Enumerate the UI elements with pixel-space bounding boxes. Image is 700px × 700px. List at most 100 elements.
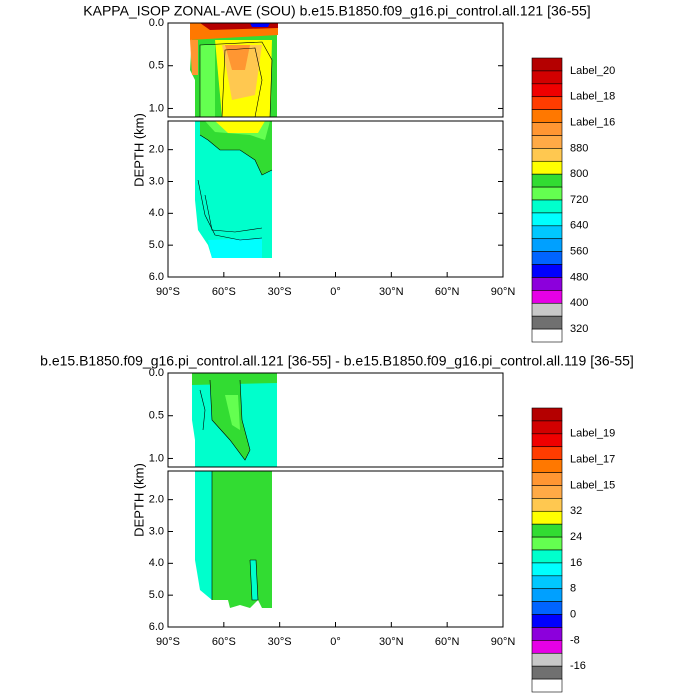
colorbar-box [531, 652, 563, 667]
colorbar-label: 560 [570, 246, 588, 258]
colorbar-box [531, 186, 563, 201]
colorbar-box [531, 160, 563, 175]
y-tick-label: 4.0 [149, 557, 164, 569]
colorbar-box [531, 472, 563, 486]
colorbar-label: -8 [570, 634, 580, 646]
x-tick-label: 90°N [491, 286, 516, 298]
colorbar-box [531, 173, 563, 188]
colorbar-box [531, 135, 563, 149]
colorbar-box [531, 83, 563, 98]
colorbar-box [531, 264, 563, 278]
colorbar-box [531, 328, 563, 343]
colorbar-box [531, 302, 563, 317]
y-tick-label: 2.0 [149, 494, 164, 506]
colorbar-box [531, 536, 563, 551]
colorbar-box [531, 485, 563, 499]
y-tick-label: 2.0 [149, 144, 164, 156]
x-tick-label: 60°S [212, 286, 236, 298]
colorbar-box [531, 665, 563, 680]
colorbar-box [531, 212, 563, 227]
colorbar-box [531, 678, 563, 693]
colorbar-box [531, 251, 563, 265]
x-tick-label: 90°S [156, 286, 180, 298]
y-tick-label: 6.0 [149, 271, 164, 283]
y-axis-title: DEPTH (km) [131, 113, 146, 187]
colorbar-label: 640 [570, 220, 588, 232]
x-tick-label: 60°N [435, 286, 460, 298]
colorbar-label: 320 [570, 323, 588, 335]
colorbar-box [531, 290, 563, 304]
colorbar-box [531, 277, 563, 291]
colorbar-box [531, 588, 563, 602]
y-tick-label: 5.0 [149, 239, 164, 251]
x-tick-label: 90°S [156, 636, 180, 648]
x-tick-label: 30°S [268, 636, 292, 648]
colorbar-box [531, 57, 563, 72]
colorbar-box [531, 446, 563, 460]
x-tick-label: 30°S [268, 286, 292, 298]
colorbar-box [531, 122, 563, 136]
colorbar-box [531, 510, 563, 525]
colorbar-box [531, 627, 563, 641]
colorbar-box [531, 225, 563, 240]
colorbar-box [531, 70, 563, 85]
colorbar-label: -16 [570, 660, 586, 672]
x-tick-label: 30°N [379, 636, 404, 648]
colorbar-label: 32 [570, 505, 582, 517]
colorbar-box [531, 523, 563, 538]
colorbar-box [531, 614, 563, 628]
y-axis-title: DEPTH (km) [131, 463, 146, 537]
y-tick-label: 3.0 [149, 525, 164, 537]
colorbar-label: Label_18 [570, 91, 615, 103]
y-tick-label: 4.0 [149, 207, 164, 219]
y-tick-label: 1.0 [149, 102, 164, 114]
x-tick-label: 90°N [491, 636, 516, 648]
contour-field [190, 23, 278, 258]
colorbar-label: Label_15 [570, 479, 615, 491]
x-tick-label: 60°S [212, 636, 236, 648]
colorbar-box [531, 433, 563, 448]
chart-title: b.e15.B1850.f09_g16.pi_control.all.121 [… [40, 353, 634, 369]
colorbar-label: Label_17 [570, 454, 615, 466]
colorbar-label: 880 [570, 142, 588, 154]
x-tick-label: 0° [330, 636, 341, 648]
colorbar-box [531, 315, 563, 330]
colorbar-box [531, 459, 563, 473]
x-tick-label: 30°N [379, 286, 404, 298]
colorbar-label: 400 [570, 297, 588, 309]
y-tick-label: 0.5 [149, 60, 164, 72]
panel-frame [167, 22, 504, 118]
y-tick-label: 0.0 [149, 17, 164, 29]
colorbar-box [531, 601, 563, 615]
colorbar-box [531, 640, 563, 654]
colorbar-label: Label_16 [570, 116, 615, 128]
colorbar-label: Label_19 [570, 428, 615, 440]
colorbar-label: 720 [570, 194, 588, 206]
colorbar-label: 480 [570, 271, 588, 283]
chart-title: KAPPA_ISOP ZONAL-AVE (SOU) b.e15.B1850.f… [83, 3, 590, 19]
x-tick-label: 60°N [435, 636, 460, 648]
colorbar-label: 800 [570, 168, 588, 180]
y-tick-label: 0.0 [149, 367, 164, 379]
colorbar-label: 0 [570, 608, 576, 620]
y-tick-label: 5.0 [149, 589, 164, 601]
x-tick-label: 0° [330, 286, 341, 298]
colorbar-box [531, 420, 563, 435]
colorbar-label: 24 [570, 531, 582, 543]
colorbar-box [531, 238, 563, 252]
colorbar-label: Label_20 [570, 65, 615, 77]
panel-frame [167, 372, 504, 468]
colorbar-box [531, 199, 563, 214]
colorbar-box [531, 148, 563, 162]
colorbar-box [531, 549, 563, 564]
colorbar-box [531, 96, 563, 110]
colorbar-box [531, 575, 563, 590]
colorbar-label: 16 [570, 557, 582, 569]
y-tick-label: 6.0 [149, 621, 164, 633]
y-tick-label: 3.0 [149, 175, 164, 187]
contour-field [192, 373, 277, 608]
colorbar-label: 8 [570, 583, 576, 595]
colorbar-box [531, 109, 563, 123]
y-tick-label: 1.0 [149, 452, 164, 464]
